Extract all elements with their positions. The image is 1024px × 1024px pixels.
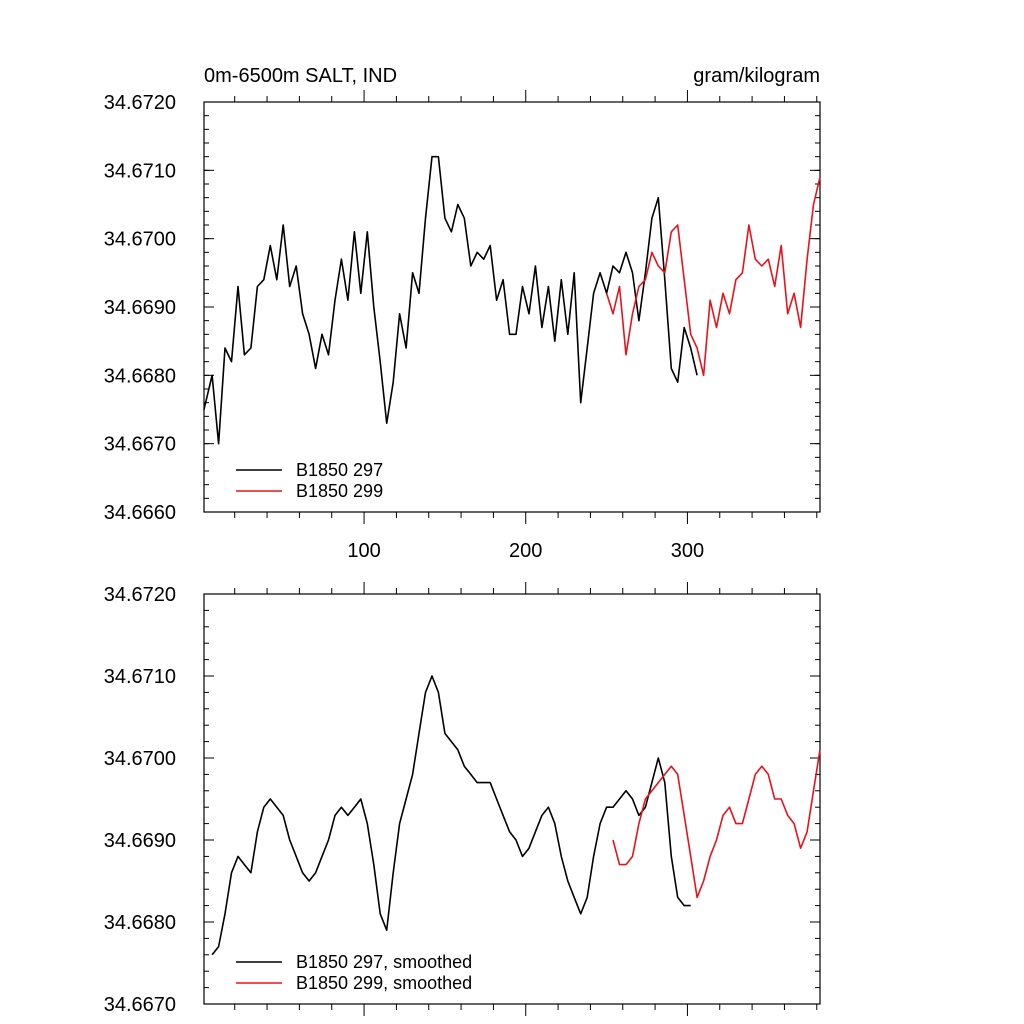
- series-line-299: [612, 749, 821, 899]
- legend-label: B1850 297: [296, 460, 383, 480]
- legend-label: B1850 299: [296, 481, 383, 501]
- y-tick-label: 34.6710: [104, 666, 176, 688]
- legend-label: B1850 297, smoothed: [296, 952, 472, 972]
- plot-frame: [203, 593, 821, 1005]
- y-tick-label: 34.6720: [104, 92, 176, 114]
- plot-title-right: gram/kilogram: [693, 65, 820, 87]
- y-tick-label: 34.6700: [104, 748, 176, 770]
- x-tick-label: 200: [509, 540, 542, 562]
- x-tick-label: 100: [347, 540, 380, 562]
- legend-label: B1850 299, smoothed: [296, 973, 472, 993]
- y-tick-label: 34.6680: [104, 912, 176, 934]
- x-tick-label: 300: [671, 540, 704, 562]
- y-tick-label: 34.6690: [104, 297, 176, 319]
- y-tick-label: 34.6720: [104, 584, 176, 606]
- top-panel: 34.6660 34.6670 34.6680 34.6690 34.6700 34.67…: [104, 90, 821, 562]
- bottom-panel: 34.6670 34.6680 34.6690 34.6700 34.6710 34.67…: [104, 582, 821, 1016]
- y-tick-label: 34.6670: [104, 994, 176, 1016]
- y-tick-label: 34.6700: [104, 229, 176, 251]
- y-tick-label: 34.6680: [104, 365, 176, 387]
- y-tick-label: 34.6660: [104, 502, 176, 524]
- y-tick-label: 34.6710: [104, 160, 176, 182]
- series-line-299: [605, 177, 821, 377]
- series-line-297: [203, 155, 698, 445]
- y-tick-label: 34.6690: [104, 830, 176, 852]
- series-line-297: [211, 675, 691, 956]
- plot-title-left: 0m-6500m SALT, IND: [204, 65, 397, 87]
- y-tick-label: 34.6670: [104, 434, 176, 456]
